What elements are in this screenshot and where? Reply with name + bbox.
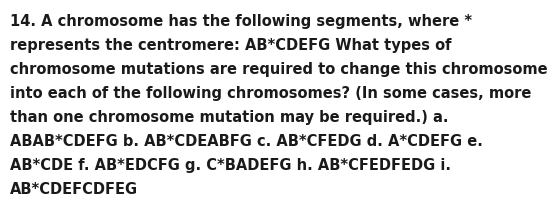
Text: than one chromosome mutation may be required.) a.: than one chromosome mutation may be requ…: [10, 110, 449, 125]
Text: ABAB*CDEFG b. AB*CDEABFG c. AB*CFEDG d. A*CDEFG e.: ABAB*CDEFG b. AB*CDEABFG c. AB*CFEDG d. …: [10, 134, 483, 149]
Text: 14. A chromosome has the following segments, where *: 14. A chromosome has the following segme…: [10, 14, 472, 29]
Text: AB*CDEFCDFEG: AB*CDEFCDFEG: [10, 182, 138, 197]
Text: AB*CDE f. AB*EDCFG g. C*BADEFG h. AB*CFEDFEDG i.: AB*CDE f. AB*EDCFG g. C*BADEFG h. AB*CFE…: [10, 158, 451, 173]
Text: into each of the following chromosomes? (In some cases, more: into each of the following chromosomes? …: [10, 86, 531, 101]
Text: chromosome mutations are required to change this chromosome: chromosome mutations are required to cha…: [10, 62, 547, 77]
Text: represents the centromere: AB*CDEFG What types of: represents the centromere: AB*CDEFG What…: [10, 38, 451, 53]
